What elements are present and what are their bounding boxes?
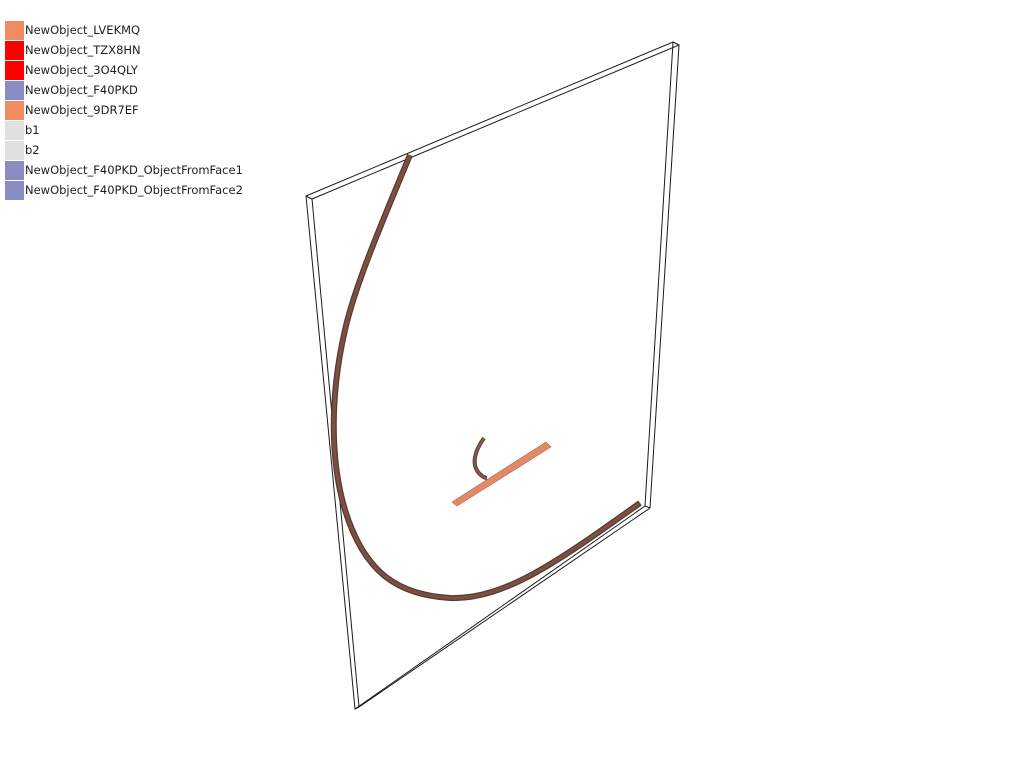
frame-box [305,41,680,710]
legend-item-f40pkd-objectfromface1[interactable]: NewObject_F40PKD_ObjectFromFace1 [5,160,305,180]
frame-corner-tr [672,41,680,46]
legend-item-newobject-lvekmq[interactable]: NewObject_LVEKMQ [5,20,305,40]
frame-corner-tl [305,195,313,200]
sweep-curve [330,153,642,602]
legend-color-swatch [5,80,24,100]
legend-item-label: b1 [25,123,40,137]
legend-item-label: NewObject_LVEKMQ [25,23,141,37]
legend-color-swatch [5,20,24,40]
legend-color-swatch [5,40,24,60]
legend-item-newobject-9dr7ef[interactable]: NewObject_9DR7EF [5,100,305,120]
legend-item-label: NewObject_F40PKD_ObjectFromFace2 [25,183,243,197]
legend-item-label: NewObject_TZX8HN [25,43,141,57]
legend-color-swatch [5,180,24,200]
legend-item-label: b2 [25,143,40,157]
legend-color-swatch [5,120,24,140]
frame-inner-edge [311,44,680,708]
flat-strip [451,441,552,507]
legend-item-newobject-tzx8hn[interactable]: NewObject_TZX8HN [5,40,305,60]
legend-item-label: NewObject_F40PKD [25,83,138,97]
legend-color-swatch [5,160,24,180]
frame-outer-edge [305,41,674,710]
legend-item-f40pkd-objectfromface2[interactable]: NewObject_F40PKD_ObjectFromFace2 [5,180,305,200]
legend-color-swatch [5,60,24,80]
legend-item-b2[interactable]: b2 [5,140,305,160]
legend-item-label: NewObject_3O4QLY [25,63,138,77]
legend-item-b1[interactable]: b1 [5,120,305,140]
legend-item-newobject-3o4qly[interactable]: NewObject_3O4QLY [5,60,305,80]
legend-color-swatch [5,140,24,160]
hook-curve [472,436,488,480]
frame-corner-bl [354,706,360,710]
frame-corner-br [644,505,651,509]
legend-item-label: NewObject_F40PKD_ObjectFromFace1 [25,163,243,177]
legend-item-newobject-f40pkd[interactable]: NewObject_F40PKD [5,80,305,100]
legend-item-label: NewObject_9DR7EF [25,103,139,117]
object-legend: NewObject_LVEKMQ NewObject_TZX8HN NewObj… [5,20,305,200]
legend-color-swatch [5,100,24,120]
